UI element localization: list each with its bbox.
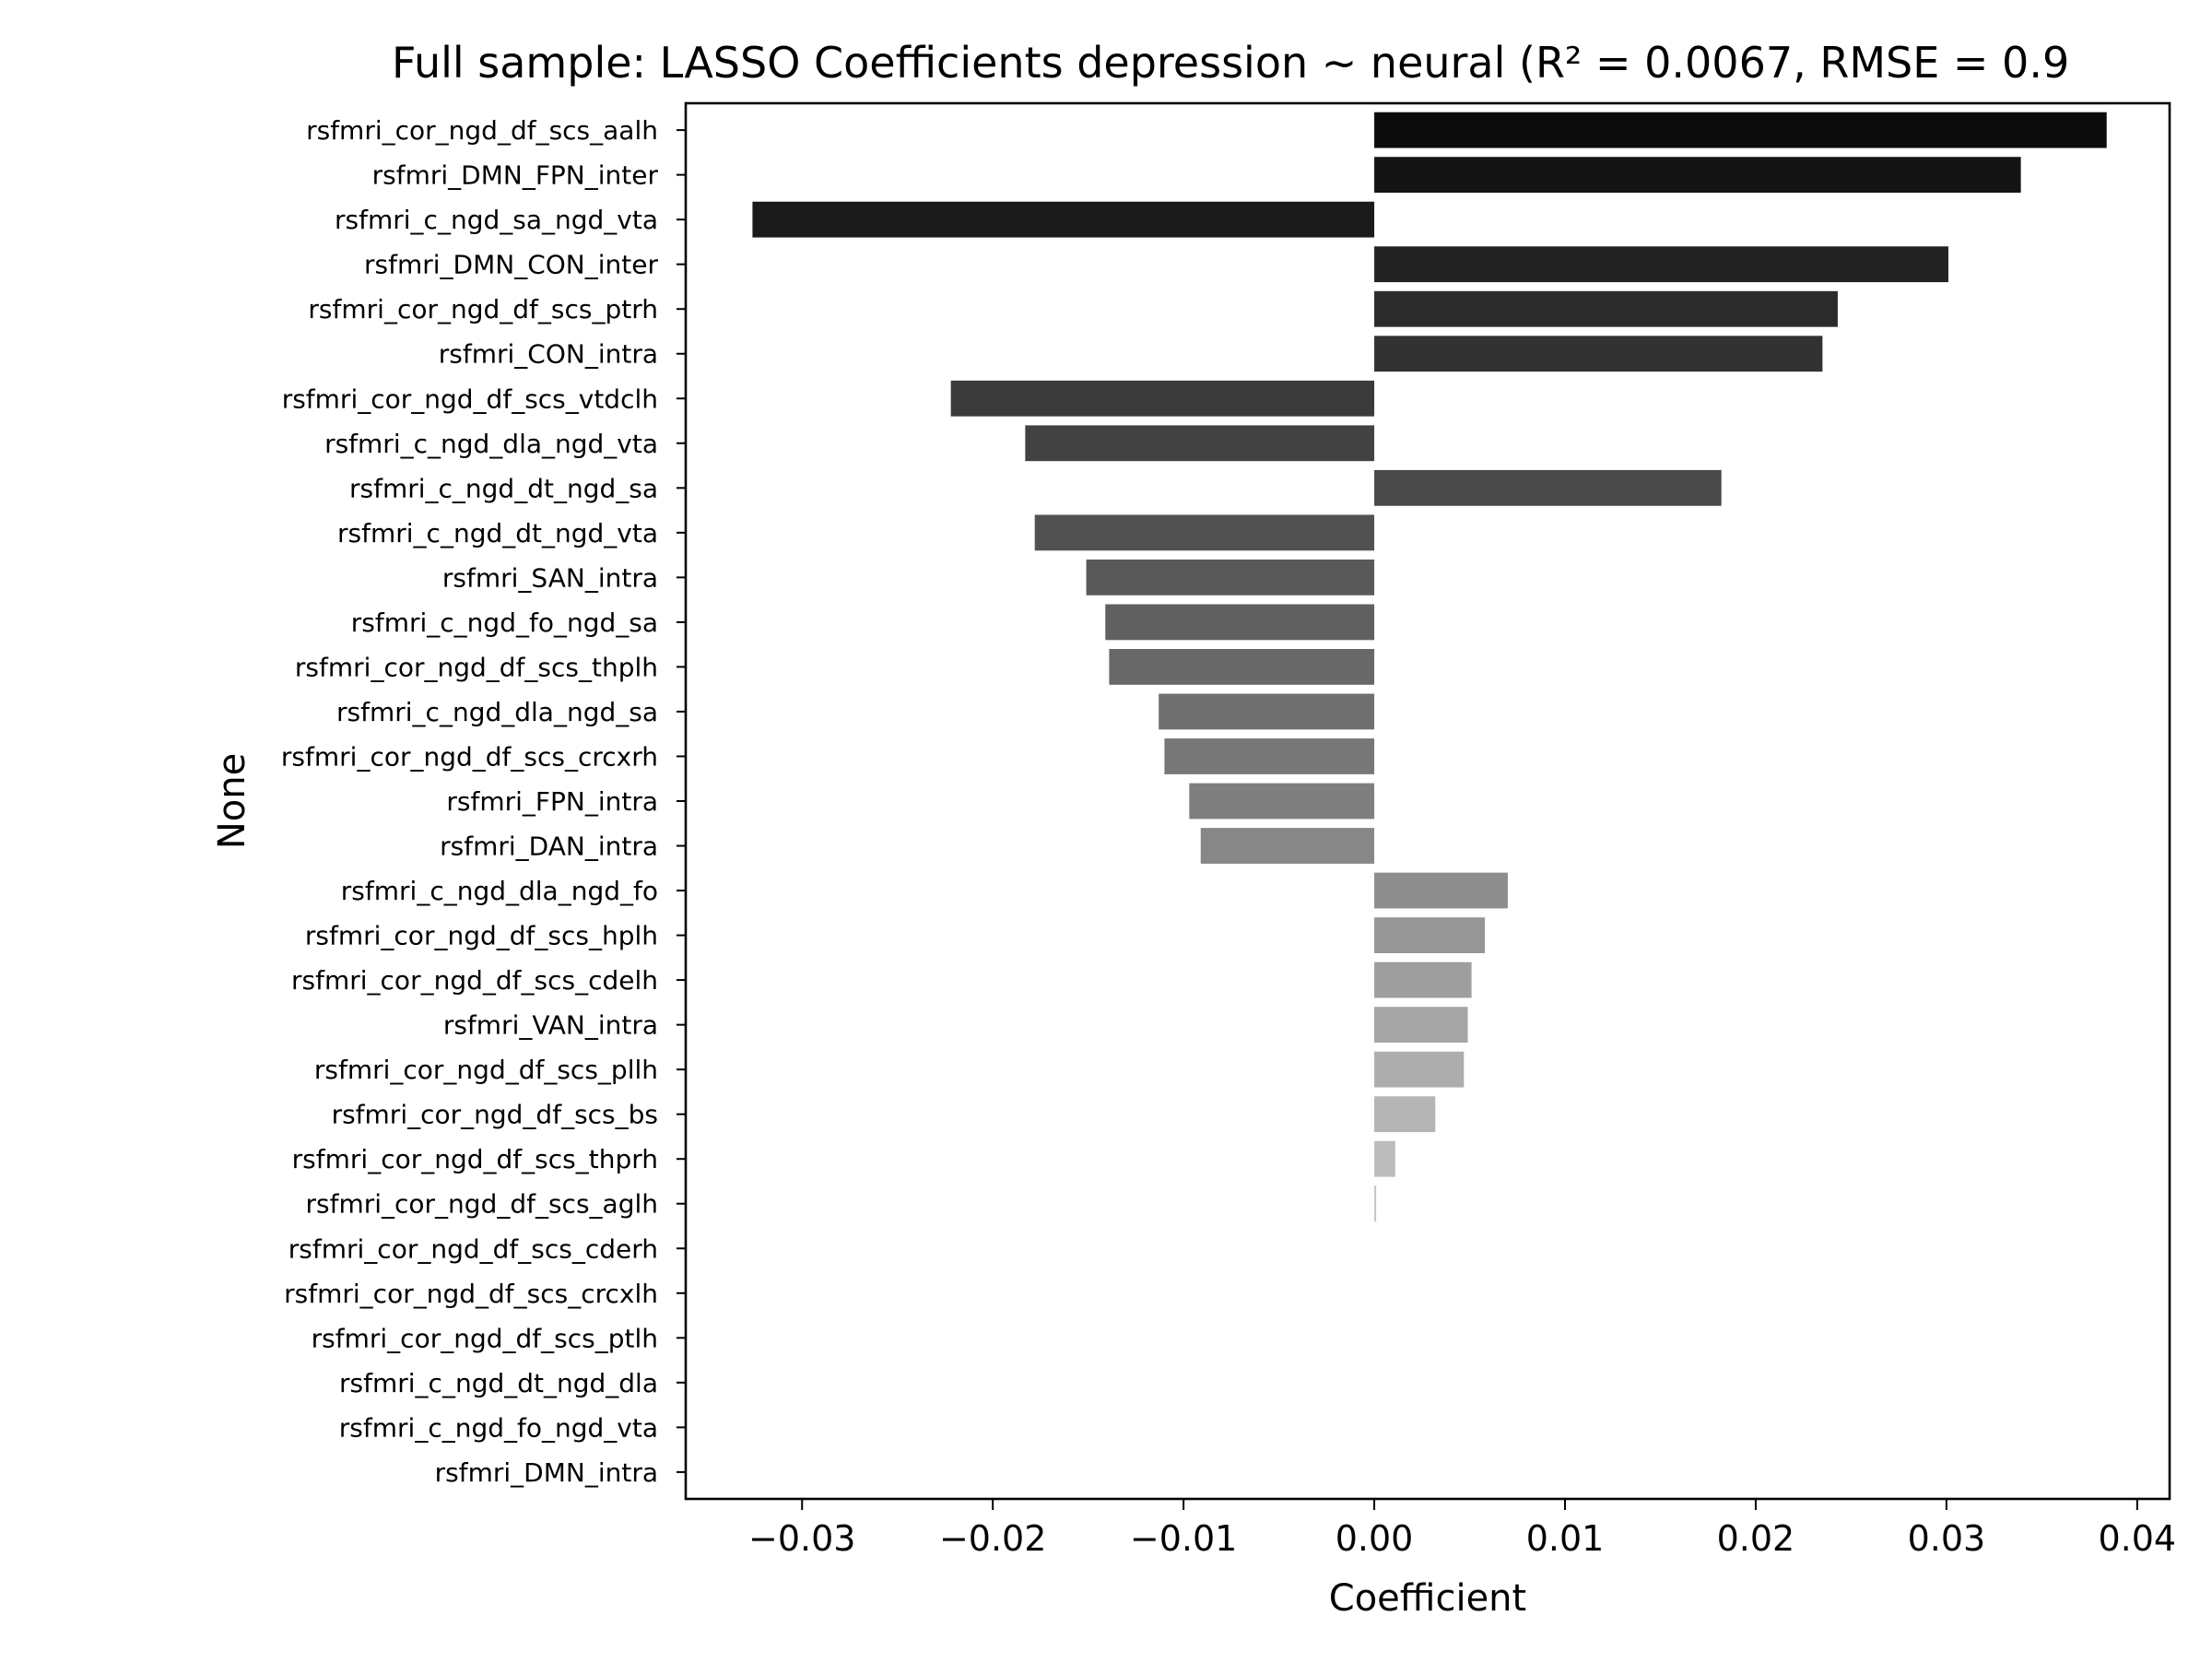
bar-rsfmri_c_ngd_fo_ngd_sa (1105, 604, 1375, 641)
y-tick-label: rsfmri_c_ngd_dt_ngd_sa (349, 473, 658, 503)
y-tick-label: rsfmri_c_ngd_dla_ngd_vta (324, 429, 658, 459)
x-tick-label: −0.01 (1130, 1518, 1237, 1559)
y-tick-label: rsfmri_c_ngd_dt_ngd_dla (339, 1368, 658, 1398)
y-tick-label: rsfmri_DMN_intra (435, 1457, 658, 1488)
y-tick-label: rsfmri_cor_ngd_df_scs_bs (332, 1100, 658, 1130)
y-tick-label: rsfmri_cor_ngd_df_scs_vtdclh (282, 383, 658, 414)
bars-layer (752, 112, 2107, 1222)
bar-rsfmri_c_ngd_dla_ngd_vta (1025, 425, 1375, 462)
y-tick-label: rsfmri_cor_ngd_df_scs_ptrh (308, 294, 658, 324)
y-tick-label: rsfmri_DAN_intra (440, 832, 658, 862)
bar-rsfmri_DMN_FPN_inter (1374, 157, 2021, 194)
x-tick-label: 0.04 (2099, 1518, 2177, 1559)
y-tick-label: rsfmri_c_ngd_dla_ngd_sa (336, 697, 658, 727)
bar-rsfmri_SAN_intra (1086, 559, 1375, 596)
chart-title: Full sample: LASSO Coefficients depressi… (392, 38, 2069, 88)
bar-rsfmri_c_ngd_dt_ngd_sa (1374, 469, 1722, 506)
y-axis-label: None (211, 753, 253, 849)
x-tick-label: 0.00 (1335, 1518, 1414, 1559)
y-tick-label: rsfmri_SAN_intra (442, 562, 658, 593)
x-tick-label: −0.02 (939, 1518, 1046, 1559)
bar-rsfmri_cor_ngd_df_scs_crcxrh (1164, 738, 1375, 774)
y-tick-label: rsfmri_cor_ngd_df_scs_cdelh (291, 965, 658, 996)
y-tick-label: rsfmri_cor_ngd_df_scs_thprh (292, 1144, 658, 1174)
x-axis-ticks: −0.03 −0.02 −0.01 0.00 0.01 0.02 0.03 0.04 (748, 1499, 2176, 1559)
y-tick-label: rsfmri_c_ngd_sa_ngd_vta (335, 205, 658, 235)
x-tick-label: 0.01 (1526, 1518, 1605, 1559)
bar-rsfmri_cor_ngd_df_scs_aalh (1374, 112, 2107, 148)
y-tick-label: rsfmri_cor_ngd_df_scs_aalh (306, 115, 658, 146)
bar-rsfmri_CON_intra (1374, 336, 1823, 372)
bar-rsfmri_DMN_CON_inter (1374, 246, 1948, 283)
bar-rsfmri_c_ngd_sa_ngd_vta (752, 201, 1375, 238)
y-tick-label: rsfmri_CON_intra (439, 339, 658, 370)
bar-rsfmri_cor_ngd_df_scs_ptrh (1374, 290, 1838, 327)
y-tick-label: rsfmri_cor_ngd_df_scs_pllh (314, 1055, 658, 1085)
y-tick-label: rsfmri_DMN_FPN_inter (372, 160, 659, 191)
bar-rsfmri_c_ngd_dla_ngd_sa (1159, 693, 1375, 730)
y-tick-label: rsfmri_c_ngd_dla_ngd_fo (341, 876, 658, 906)
y-tick-label: rsfmri_VAN_intra (443, 1010, 658, 1041)
y-tick-label: rsfmri_cor_ngd_df_scs_cderh (288, 1233, 658, 1264)
bar-rsfmri_FPN_intra (1189, 783, 1375, 820)
bar-rsfmri_cor_ngd_df_scs_hplh (1374, 917, 1486, 953)
bar-rsfmri_VAN_intra (1374, 1007, 1468, 1044)
y-tick-label: rsfmri_cor_ngd_df_scs_crcxrh (281, 741, 658, 772)
bar-rsfmri_cor_ngd_df_scs_cdelh (1374, 961, 1472, 998)
x-tick-label: −0.03 (748, 1518, 855, 1559)
bar-rsfmri_cor_ngd_df_scs_vtdclh (950, 380, 1375, 417)
y-tick-label: rsfmri_c_ngd_fo_ngd_vta (339, 1412, 658, 1443)
y-tick-label: rsfmri_DMN_CON_inter (364, 250, 658, 280)
y-tick-label: rsfmri_cor_ngd_df_scs_ptlh (312, 1323, 658, 1353)
x-axis-label: Coefficient (1329, 1577, 1526, 1620)
y-tick-label: rsfmri_cor_ngd_df_scs_crcxlh (284, 1279, 658, 1309)
y-tick-label: rsfmri_FPN_intra (446, 786, 658, 817)
y-axis-ticks: rsfmri_cor_ngd_df_scs_aalh rsfmri_DMN_FPN… (281, 115, 686, 1488)
bar-rsfmri_cor_ngd_df_scs_thplh (1109, 649, 1375, 685)
y-tick-label: rsfmri_c_ngd_dt_ngd_vta (337, 518, 658, 548)
bar-rsfmri_cor_ngd_df_scs_bs (1374, 1096, 1436, 1133)
bar-rsfmri_DAN_intra (1200, 828, 1375, 864)
bar-rsfmri_c_ngd_dla_ngd_fo (1374, 872, 1508, 909)
bar-rsfmri_c_ngd_dt_ngd_vta (1034, 514, 1375, 551)
bar-rsfmri_cor_ngd_df_scs_aglh (1374, 1185, 1377, 1222)
bar-rsfmri_cor_ngd_df_scs_pllh (1374, 1051, 1465, 1088)
bar-rsfmri_cor_ngd_df_scs_thprh (1374, 1140, 1395, 1177)
y-tick-label: rsfmri_cor_ngd_df_scs_thplh (295, 652, 658, 682)
plot-area-frame (684, 101, 2171, 1501)
y-tick-label: rsfmri_cor_ngd_df_scs_aglh (305, 1189, 658, 1220)
x-tick-label: 0.02 (1717, 1518, 1795, 1559)
y-tick-label: rsfmri_c_ngd_fo_ngd_sa (351, 607, 658, 638)
x-tick-label: 0.03 (1908, 1518, 1986, 1559)
y-tick-label: rsfmri_cor_ngd_df_scs_hplh (305, 921, 658, 951)
